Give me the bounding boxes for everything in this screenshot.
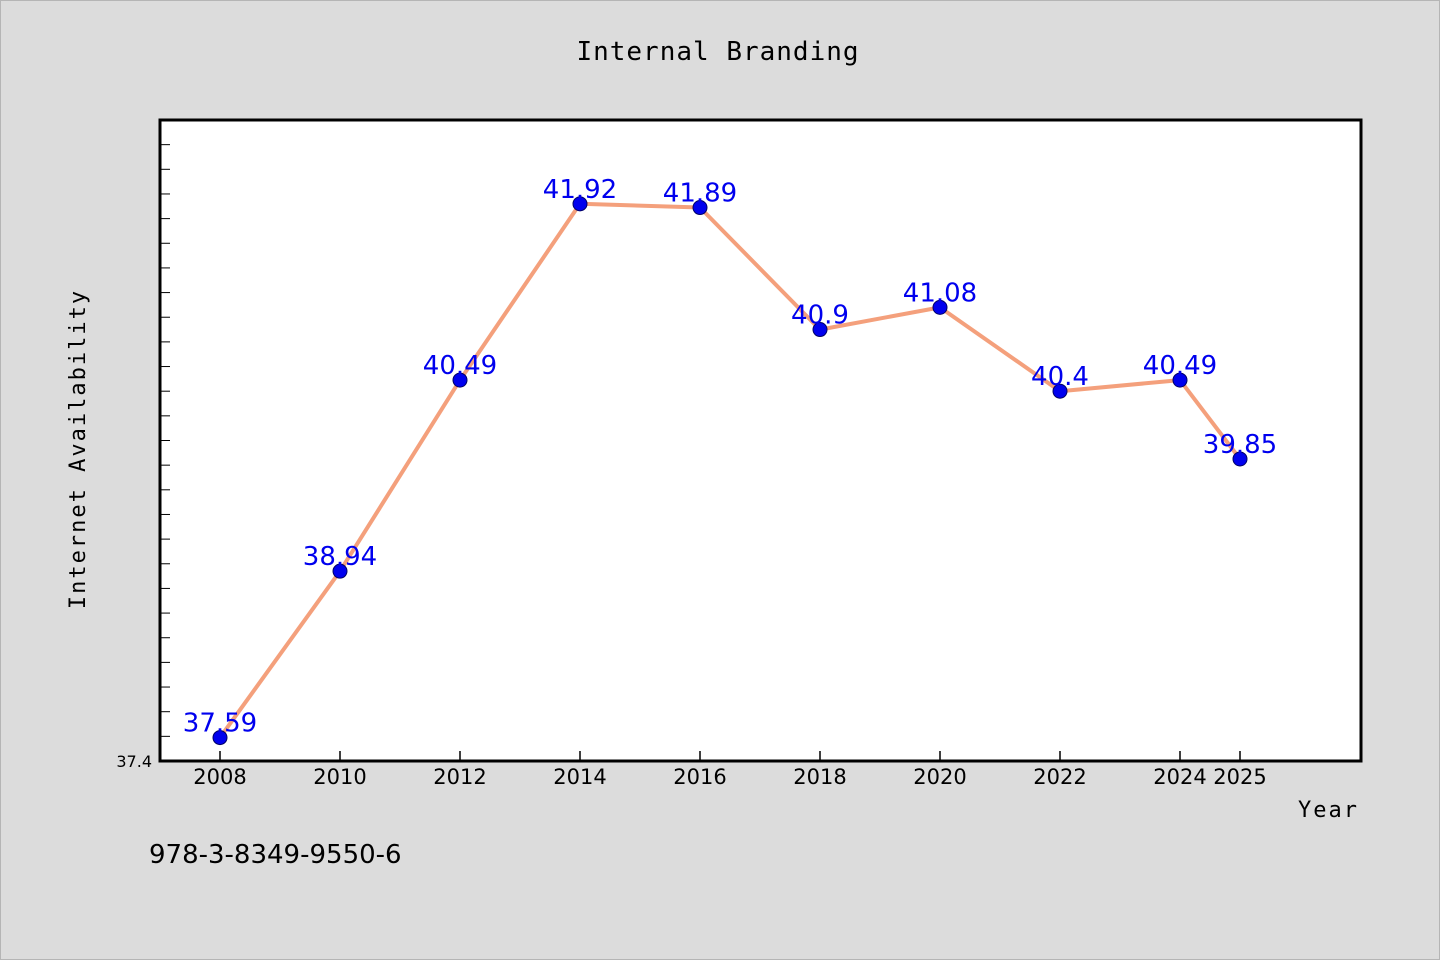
x-tick-label: 2025: [1213, 765, 1266, 789]
x-tick-label: 2022: [1033, 765, 1086, 789]
data-point: [1232, 451, 1248, 467]
data-point: [212, 730, 228, 746]
data-label: 38.94: [303, 542, 377, 572]
x-tick-label: 2016: [673, 765, 726, 789]
data-point: [332, 563, 348, 579]
x-tick-label: 2024: [1153, 765, 1206, 789]
x-tick-label: 2008: [193, 765, 246, 789]
y-axis-ticks: [160, 144, 170, 737]
x-tick-label: 2010: [313, 765, 366, 789]
data-label: 40.49: [423, 351, 497, 381]
data-label: 39.85: [1203, 430, 1277, 460]
data-point: [572, 196, 588, 212]
x-tick-label: 2018: [793, 765, 846, 789]
data-point: [812, 322, 828, 338]
data-label: 41.08: [903, 278, 977, 308]
data-label: 41.89: [663, 179, 737, 209]
series-group: [212, 196, 1248, 746]
y-axis-title: Internet Availability: [66, 289, 91, 609]
x-axis-title: Year: [1298, 798, 1359, 823]
data-label: 40.4: [1031, 362, 1089, 392]
y-axis-min-label: 37.4: [116, 752, 152, 771]
data-point: [692, 200, 708, 216]
chart-title: Internal Branding: [576, 37, 859, 67]
data-point: [452, 372, 468, 388]
x-tick-label: 2020: [913, 765, 966, 789]
isbn-text: 978-3-8349-9550-6: [149, 840, 402, 870]
x-axis-ticks: 2008 2010 2012 2014 2016 2018 2020 2022 2024 2025: [193, 751, 1267, 789]
data-label: 40.9: [791, 301, 849, 331]
data-label-group: 37.59 38.94 40.49 41.92 41.89 40.9 41.08 40.4 40…: [183, 175, 1277, 739]
data-point: [932, 299, 948, 315]
data-label: 41.92: [543, 175, 617, 205]
x-tick-label: 2012: [433, 765, 486, 789]
series-line: [218, 201, 1242, 739]
x-tick-label: 2014: [553, 765, 606, 789]
data-point: [1052, 383, 1068, 399]
plot-area: [158, 118, 1363, 763]
data-label: 40.49: [1143, 351, 1217, 381]
data-point: [1172, 372, 1188, 388]
data-label: 37.59: [183, 709, 257, 739]
